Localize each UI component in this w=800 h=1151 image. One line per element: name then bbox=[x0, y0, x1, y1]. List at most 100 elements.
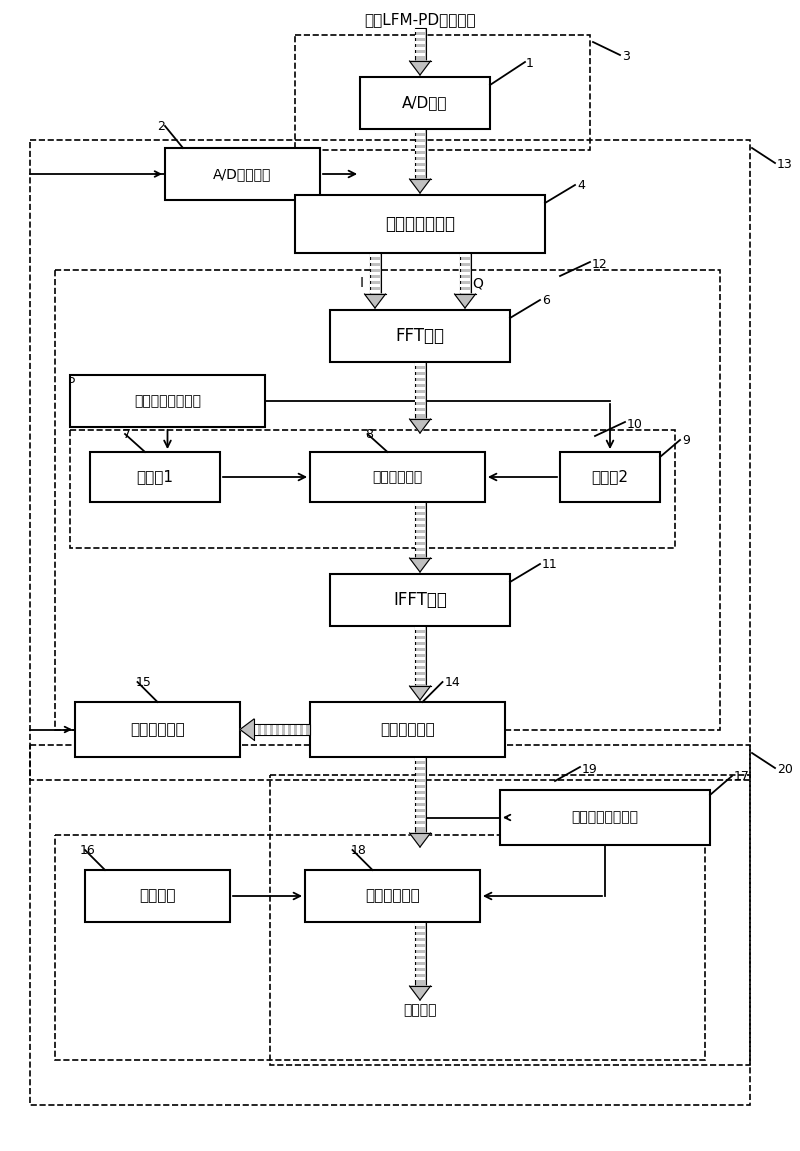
Bar bbox=[415, 47, 425, 49]
Bar bbox=[415, 929, 425, 932]
Text: 10: 10 bbox=[627, 418, 643, 430]
Bar bbox=[273, 724, 276, 734]
Bar bbox=[415, 166, 425, 169]
Bar bbox=[414, 28, 426, 61]
Text: 数字下变频模块: 数字下变频模块 bbox=[385, 215, 455, 233]
Bar bbox=[90, 452, 220, 502]
Bar bbox=[254, 724, 310, 735]
Text: 5: 5 bbox=[68, 373, 76, 386]
Text: 11: 11 bbox=[542, 558, 558, 571]
Bar bbox=[55, 834, 705, 1060]
Bar bbox=[415, 971, 425, 974]
Text: 选择系数复乘: 选择系数复乘 bbox=[372, 470, 422, 485]
Bar bbox=[415, 546, 425, 548]
Polygon shape bbox=[410, 419, 430, 433]
Bar bbox=[415, 947, 425, 950]
Bar bbox=[415, 53, 425, 56]
Bar bbox=[415, 527, 425, 529]
Text: 19: 19 bbox=[582, 763, 598, 776]
Bar bbox=[460, 290, 470, 294]
Bar bbox=[460, 260, 470, 262]
Bar bbox=[415, 764, 425, 767]
Bar bbox=[370, 284, 380, 287]
Bar bbox=[295, 35, 590, 150]
Bar bbox=[415, 399, 425, 402]
Bar bbox=[303, 724, 306, 734]
Polygon shape bbox=[410, 61, 430, 75]
Text: 检测门限计算模块: 检测门限计算模块 bbox=[571, 810, 638, 824]
Bar bbox=[285, 724, 288, 734]
Bar bbox=[415, 759, 425, 761]
Bar bbox=[460, 279, 470, 281]
Bar bbox=[415, 41, 425, 44]
Bar bbox=[415, 160, 425, 163]
Bar bbox=[460, 284, 470, 287]
Bar bbox=[415, 669, 425, 672]
Bar bbox=[370, 254, 380, 257]
Text: IFFT模块: IFFT模块 bbox=[393, 590, 447, 609]
Bar bbox=[415, 657, 425, 660]
Polygon shape bbox=[410, 558, 430, 572]
Bar bbox=[414, 502, 426, 558]
Bar bbox=[55, 270, 720, 730]
Bar bbox=[370, 253, 381, 294]
Bar bbox=[415, 651, 425, 654]
Text: 18: 18 bbox=[350, 844, 366, 857]
Bar bbox=[267, 724, 270, 734]
Bar bbox=[414, 757, 426, 833]
Bar bbox=[165, 148, 320, 200]
Polygon shape bbox=[410, 833, 430, 847]
Text: 8: 8 bbox=[366, 428, 374, 441]
Text: 信号检测模块: 信号检测模块 bbox=[365, 889, 420, 904]
Bar bbox=[415, 363, 425, 366]
Bar bbox=[560, 452, 660, 502]
Bar bbox=[415, 142, 425, 145]
Bar bbox=[415, 411, 425, 414]
Bar bbox=[415, 514, 425, 518]
Text: 匹配系数产生模块: 匹配系数产生模块 bbox=[134, 394, 201, 407]
Bar bbox=[415, 533, 425, 536]
Bar bbox=[370, 272, 380, 275]
Bar bbox=[310, 702, 505, 757]
Bar bbox=[415, 35, 425, 38]
Bar bbox=[415, 977, 425, 980]
Bar bbox=[279, 724, 282, 734]
Bar bbox=[415, 674, 425, 678]
Text: 16: 16 bbox=[80, 844, 96, 857]
Bar bbox=[415, 387, 425, 390]
Text: 13: 13 bbox=[777, 158, 793, 171]
Bar bbox=[415, 171, 425, 175]
Bar bbox=[415, 392, 425, 396]
Text: 1: 1 bbox=[526, 58, 534, 70]
Bar bbox=[415, 130, 425, 134]
Polygon shape bbox=[410, 180, 430, 193]
Text: 9: 9 bbox=[682, 434, 690, 447]
Text: 输出结果: 输出结果 bbox=[403, 1003, 437, 1017]
Polygon shape bbox=[240, 719, 254, 740]
Bar bbox=[415, 770, 425, 773]
Bar bbox=[370, 266, 380, 269]
Bar bbox=[415, 811, 425, 815]
Text: 12: 12 bbox=[592, 258, 608, 270]
Bar bbox=[460, 254, 470, 257]
Text: Q: Q bbox=[473, 276, 483, 290]
Bar bbox=[415, 521, 425, 524]
Bar bbox=[255, 724, 258, 734]
Bar bbox=[415, 405, 425, 407]
Bar bbox=[310, 452, 485, 502]
Bar bbox=[415, 136, 425, 139]
Bar bbox=[414, 129, 426, 180]
Text: 17: 17 bbox=[734, 770, 750, 783]
Bar bbox=[30, 140, 750, 780]
Bar bbox=[415, 806, 425, 809]
Bar bbox=[415, 551, 425, 554]
Bar bbox=[415, 29, 425, 32]
Bar bbox=[415, 381, 425, 384]
Bar bbox=[415, 503, 425, 506]
Bar bbox=[330, 310, 510, 363]
Bar bbox=[261, 724, 264, 734]
Text: 系数表1: 系数表1 bbox=[137, 470, 174, 485]
Text: 3: 3 bbox=[622, 49, 630, 63]
Bar bbox=[415, 627, 425, 630]
Text: 2: 2 bbox=[157, 120, 165, 134]
